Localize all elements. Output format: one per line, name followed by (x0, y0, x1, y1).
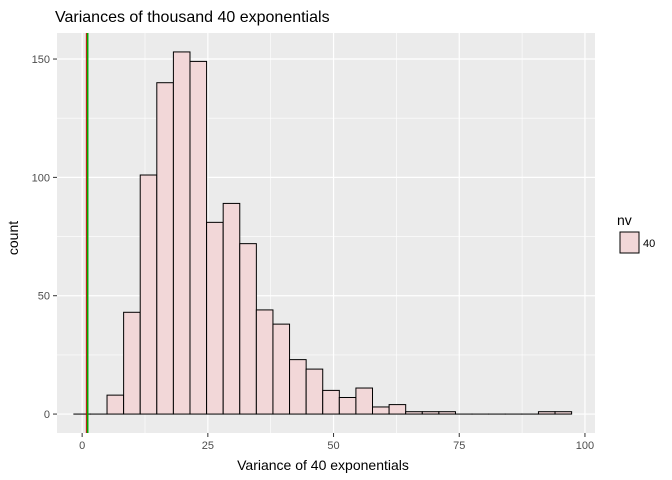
histogram-bar (421, 411, 440, 415)
x-tick-label: 25 (202, 440, 214, 452)
y-tick-label: 0 (44, 409, 50, 421)
histogram-bar (289, 359, 307, 415)
histogram-bar (554, 411, 573, 415)
histogram-bar (372, 406, 390, 415)
reference-lines (85, 33, 89, 433)
y-tick-label: 100 (32, 172, 50, 184)
legend: nv 40 (617, 212, 655, 254)
x-tick-label: 0 (79, 440, 85, 452)
y-tick-label: 150 (32, 54, 50, 66)
histogram-bar (338, 396, 357, 415)
major-gridlines (57, 33, 595, 433)
histogram-bars (73, 51, 573, 415)
histogram-bar (189, 60, 208, 415)
y-tick-label: 50 (38, 291, 50, 303)
histogram-bar (222, 202, 241, 415)
y-axis-title: count (5, 221, 21, 255)
x-tick-label: 75 (453, 440, 465, 452)
histogram-bar (156, 82, 174, 415)
y-axis-ticks: 0 50 100 150 (32, 54, 57, 421)
x-axis-ticks: 0 25 50 75 100 (79, 433, 594, 452)
histogram-bar (405, 411, 423, 415)
histogram-bar (355, 387, 374, 415)
legend-title: nv (617, 212, 632, 228)
histogram-bar (537, 411, 556, 415)
x-tick-label: 100 (576, 440, 594, 452)
histogram-bar (239, 243, 257, 415)
legend-key-40 (619, 231, 640, 254)
histogram-bar (206, 221, 224, 415)
chart-title: Variances of thousand 40 exponentials (55, 9, 330, 26)
x-tick-label: 50 (327, 440, 339, 452)
histogram-bar (123, 311, 141, 415)
histogram-bar (438, 411, 456, 415)
legend-label-40: 40 (643, 238, 655, 250)
x-axis-title: Variance of 40 exponentials (237, 457, 409, 473)
histogram-bar (106, 394, 125, 415)
histogram-bar (172, 51, 191, 415)
histogram-bar (139, 174, 158, 415)
histogram-bar (305, 368, 324, 415)
histogram-bar (322, 389, 340, 415)
histogram-bar (388, 404, 407, 415)
minor-gridlines (57, 33, 595, 433)
histogram-bar (272, 323, 291, 415)
histogram-bar (255, 309, 274, 415)
